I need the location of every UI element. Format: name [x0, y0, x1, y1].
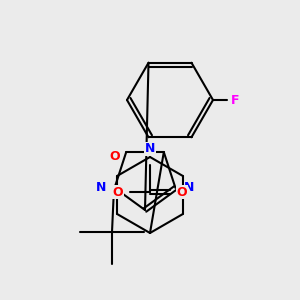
Text: N: N	[95, 182, 106, 194]
Text: O: O	[109, 150, 119, 163]
Text: N: N	[145, 142, 155, 155]
Text: N: N	[184, 182, 195, 194]
Text: O: O	[177, 185, 187, 199]
Text: O: O	[113, 185, 123, 199]
Text: F: F	[231, 94, 239, 106]
